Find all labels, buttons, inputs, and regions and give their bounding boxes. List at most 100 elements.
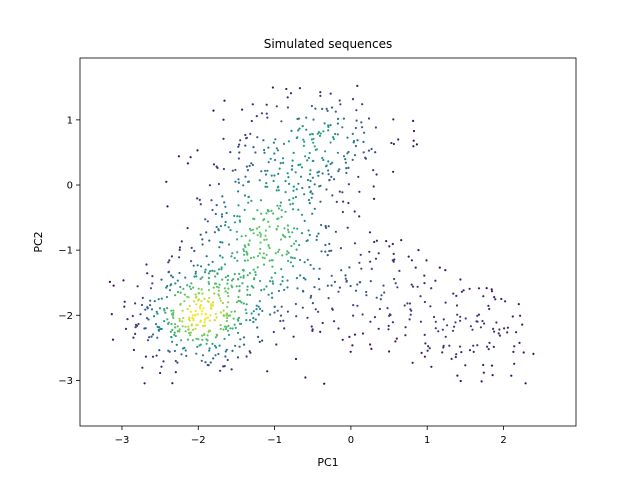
data-point — [259, 241, 262, 244]
data-point — [223, 337, 226, 340]
data-point — [472, 344, 475, 347]
data-point — [227, 243, 231, 246]
data-point — [250, 119, 253, 123]
data-point — [310, 138, 313, 141]
data-point — [223, 287, 226, 290]
data-point — [377, 252, 380, 255]
data-point — [339, 103, 342, 106]
data-point — [233, 221, 237, 224]
data-point — [165, 295, 169, 299]
data-point — [309, 191, 312, 194]
data-point — [392, 260, 395, 263]
data-point — [356, 304, 359, 307]
data-point — [254, 318, 257, 321]
data-point — [313, 183, 316, 186]
data-point — [513, 345, 516, 348]
data-point — [324, 150, 327, 153]
data-point — [306, 258, 309, 261]
data-point — [145, 263, 148, 266]
data-point — [263, 148, 266, 152]
data-point — [303, 193, 306, 196]
data-point — [245, 303, 248, 306]
data-point — [187, 325, 190, 328]
data-point — [267, 293, 270, 296]
data-point — [235, 301, 238, 304]
data-point — [275, 343, 278, 346]
data-point — [409, 308, 412, 311]
data-point — [199, 277, 202, 280]
data-point — [303, 261, 306, 264]
data-point — [217, 286, 220, 289]
data-point — [208, 347, 211, 350]
data-point — [188, 304, 191, 307]
data-point — [111, 338, 115, 341]
data-point — [198, 198, 201, 201]
data-point — [338, 286, 341, 289]
data-point — [265, 103, 268, 106]
data-point — [270, 259, 273, 262]
data-point — [506, 331, 509, 334]
data-point — [309, 296, 312, 299]
data-point — [487, 348, 490, 351]
data-point — [213, 292, 216, 295]
data-point — [351, 158, 354, 161]
data-point — [319, 94, 322, 97]
data-point — [211, 208, 214, 212]
data-point — [223, 201, 226, 204]
data-point — [189, 287, 192, 291]
data-point — [287, 140, 290, 143]
data-point — [500, 297, 503, 301]
data-point — [284, 179, 287, 183]
data-point — [174, 371, 177, 374]
data-point — [230, 279, 234, 282]
data-point — [265, 182, 268, 185]
data-point — [197, 338, 200, 341]
data-point — [336, 133, 339, 136]
data-point — [324, 243, 327, 247]
data-point — [519, 314, 522, 317]
data-point — [211, 260, 214, 263]
data-point — [503, 327, 506, 330]
data-point — [327, 297, 330, 300]
data-point — [181, 320, 184, 323]
data-point — [365, 290, 368, 294]
data-point — [208, 184, 211, 187]
data-point — [233, 272, 236, 276]
data-point — [295, 248, 298, 251]
data-point — [532, 352, 535, 355]
data-point — [313, 286, 316, 289]
data-point — [259, 199, 263, 202]
data-point — [227, 287, 230, 290]
data-point — [158, 349, 161, 352]
data-point — [248, 350, 251, 353]
data-point — [262, 219, 265, 222]
data-point — [207, 281, 210, 284]
data-point — [339, 247, 342, 250]
data-point — [195, 275, 198, 278]
data-point — [379, 298, 382, 301]
data-point — [207, 276, 210, 280]
data-point — [301, 186, 304, 190]
data-point — [326, 284, 329, 287]
data-point — [252, 268, 255, 271]
data-point — [328, 249, 331, 253]
data-point — [265, 253, 268, 256]
data-point — [434, 320, 437, 323]
data-point — [333, 320, 336, 323]
data-point — [194, 272, 197, 275]
data-point — [234, 326, 237, 329]
data-point — [164, 311, 167, 314]
data-point — [274, 158, 277, 162]
data-point — [279, 238, 283, 241]
data-point — [311, 176, 314, 179]
data-point — [174, 334, 177, 338]
data-point — [219, 369, 222, 372]
data-point — [346, 152, 349, 155]
data-point — [171, 328, 174, 331]
data-point — [277, 172, 280, 175]
data-point — [247, 180, 250, 183]
data-point — [325, 188, 328, 191]
data-point — [217, 229, 220, 232]
data-point — [442, 318, 445, 321]
data-point — [430, 365, 433, 368]
